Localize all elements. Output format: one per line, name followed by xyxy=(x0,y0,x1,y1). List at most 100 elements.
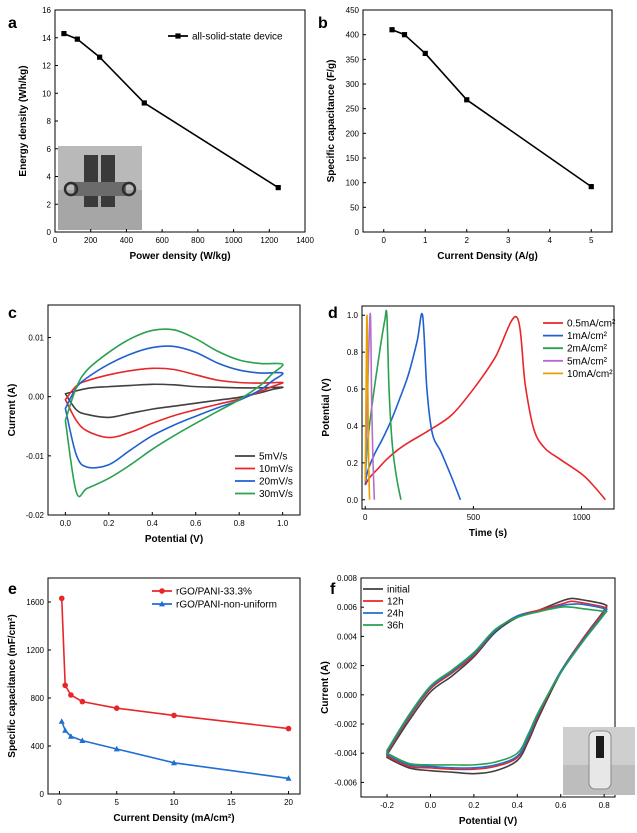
data-point xyxy=(141,100,147,106)
panel-label-d: d xyxy=(328,305,338,322)
y-tick-label: 2 xyxy=(47,200,52,209)
y-tick-label: -0.01 xyxy=(26,452,45,461)
series-line-36h xyxy=(386,606,608,766)
y-tick-label: 0.008 xyxy=(337,574,358,583)
data-point xyxy=(58,595,65,602)
data-point xyxy=(58,718,65,724)
y-tick-label: 250 xyxy=(346,105,360,114)
data-point xyxy=(285,725,292,732)
x-tick-label: 5 xyxy=(589,236,594,245)
legend-entry: 1mA/cm² xyxy=(567,331,608,342)
data-point xyxy=(62,682,68,689)
chart-panel-b: b0 1 2 3 4 5050100150200250300350400450Curren… xyxy=(318,6,613,262)
y-tick-label: 50 xyxy=(350,203,359,212)
data-point xyxy=(79,698,86,705)
legend-entry: rGO/PANI-non-uniform xyxy=(176,600,277,611)
data-point xyxy=(79,737,86,743)
x-tick-label: 5 xyxy=(115,798,120,807)
legend-marker xyxy=(159,600,165,607)
y-tick-label: 12 xyxy=(42,62,51,71)
y-axis-label: Energy density (Wh/kg) xyxy=(18,65,29,176)
x-tick-label: 1000 xyxy=(225,236,243,245)
legend-entry: all-solid-state device xyxy=(192,32,283,43)
y-tick-label: 16 xyxy=(42,6,51,15)
x-axis-label: Power density (W/kg) xyxy=(129,251,230,262)
chart-panel-a: a 0 200 400 600 800 1000 1200 1400 0 2 4 6 8 10 12 14 16 P… xyxy=(8,6,314,262)
y-tick-label: -0.02 xyxy=(26,511,45,520)
legend-marker xyxy=(175,33,181,39)
data-point xyxy=(61,30,67,37)
data-point xyxy=(285,775,292,781)
y-axis-label: Specific capacitance (F/g) xyxy=(326,60,337,183)
y-tick-label: 0 xyxy=(40,790,45,799)
plot-frame-d xyxy=(361,305,615,510)
plot-frame-b xyxy=(362,9,613,233)
y-tick-label: 0.006 xyxy=(337,603,358,612)
x-tick-label: 0.4 xyxy=(147,519,159,528)
series-line-20mv-s xyxy=(64,345,284,469)
y-tick-label: -0.002 xyxy=(334,720,357,729)
series-line-2ma-cm- xyxy=(364,309,402,500)
legend-entry: 10mA/cm² xyxy=(567,369,613,380)
y-tick-label: 1200 xyxy=(26,646,44,655)
y-tick-label: 0 xyxy=(355,228,360,237)
series-line-rgo-pani-non-uniform xyxy=(60,721,289,780)
legend-entry: 2mA/cm² xyxy=(567,344,608,355)
panel-label-f: f xyxy=(330,581,336,598)
plot-frame-f xyxy=(360,577,616,798)
data-point xyxy=(113,745,120,752)
y-tick-label: 100 xyxy=(346,179,360,188)
legend-a: all-solid-state device xyxy=(168,32,283,43)
x-tick-label: 0.2 xyxy=(103,519,115,528)
y-tick-label: 10 xyxy=(42,89,51,98)
y-tick-label: 14 xyxy=(42,34,51,43)
y-tick-label: 300 xyxy=(346,80,360,89)
y-tick-label: 0.4 xyxy=(347,422,359,431)
series-line-10mv-s xyxy=(64,367,284,439)
series-line-0-5ma-cm- xyxy=(364,316,606,501)
x-tick-label: 1 xyxy=(423,236,428,245)
legend-entry: rGO/PANI-33.3% xyxy=(176,587,252,598)
y-tick-label: 0.002 xyxy=(337,662,358,671)
y-tick-label: 800 xyxy=(31,694,45,703)
series-line-1ma-cm- xyxy=(364,312,462,501)
series-line-30mv-s xyxy=(64,328,284,498)
data-point xyxy=(588,184,594,190)
data-point xyxy=(113,705,120,711)
chart-panel-c: c 0.0 0.2 0.4 0.6 0.8 1.0 -0.02 -0.01 0.00 0.01 Pot… xyxy=(7,304,301,545)
data-point xyxy=(97,54,103,60)
y-tick-label: -0.004 xyxy=(334,749,357,758)
y-axis-label: Specific capacitance (mF/cm²) xyxy=(7,614,18,757)
y-tick-label: 450 xyxy=(346,6,360,15)
series-line-rgo-pani-33-3- xyxy=(60,598,289,730)
panel-label-a: a xyxy=(8,15,17,32)
y-tick-label: 0.8 xyxy=(347,348,359,357)
x-axis-label: Potential (V) xyxy=(459,816,517,827)
y-tick-label: 200 xyxy=(346,129,360,138)
y-tick-label: 6 xyxy=(47,145,52,154)
x-tick-label: -0.2 xyxy=(380,801,394,810)
x-tick-label: 20 xyxy=(284,798,293,807)
x-tick-label: 0.6 xyxy=(555,801,567,810)
y-tick-label: -0.006 xyxy=(334,778,357,787)
y-tick-label: 8 xyxy=(47,117,52,126)
y-axis-label: Potential (V) xyxy=(321,378,332,436)
data-point xyxy=(171,759,177,766)
x-tick-label: 500 xyxy=(467,513,481,522)
series-line-5mv-s xyxy=(64,383,284,419)
data-point xyxy=(389,27,395,33)
y-tick-label: 0.000 xyxy=(337,691,358,700)
data-point xyxy=(401,32,408,38)
y-tick-label: 400 xyxy=(31,742,45,751)
legend-entry: 36h xyxy=(387,621,404,632)
y-tick-label: 400 xyxy=(346,31,360,40)
x-tick-label: 1000 xyxy=(573,513,591,522)
y-tick-label: 1.0 xyxy=(347,311,359,320)
series-line-24h xyxy=(386,603,608,769)
panel-label-c: c xyxy=(8,305,17,322)
legend-entry: 24h xyxy=(387,609,404,620)
data-point xyxy=(275,185,281,191)
x-tick-label: 0 xyxy=(53,236,58,245)
